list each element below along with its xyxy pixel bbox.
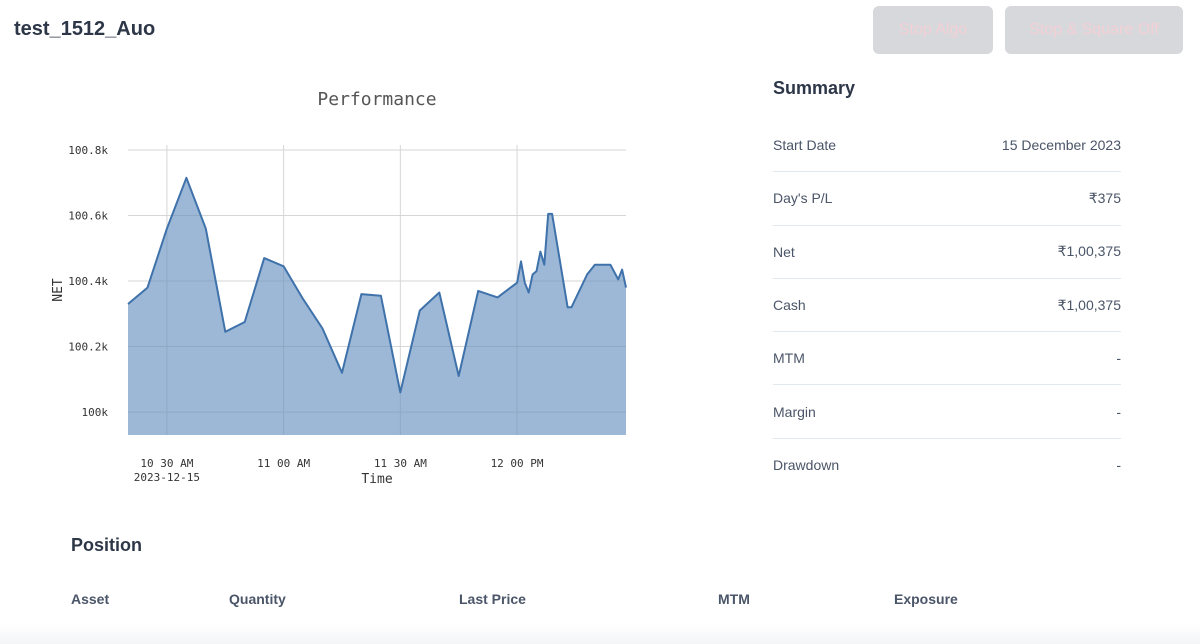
summary-label: Net <box>773 243 795 260</box>
y-axis-ticks: 100k 100.2k 100.4k 100.6k 100.8k <box>68 144 108 419</box>
summary-label: MTM <box>773 350 805 367</box>
y-tick-label: 100.6k <box>68 210 108 223</box>
summary-label: Cash <box>773 297 806 314</box>
summary-label: Drawdown <box>773 457 840 474</box>
x-tick-label: 12 00 PM <box>491 457 544 470</box>
y-axis-label: NET <box>51 278 66 302</box>
summary-label: Day's P/L <box>773 190 833 207</box>
x-axis-label: Time <box>361 472 392 487</box>
summary-value: ₹375 <box>1088 189 1121 206</box>
summary-value: ₹1,00,375 <box>1057 243 1121 260</box>
summary-row: MTM - <box>773 332 1121 386</box>
column-header-last-price[interactable]: Last Price <box>459 591 526 607</box>
summary-rows: Start Date 15 December 2023 Day's P/L ₹375 N… <box>773 119 1121 492</box>
chart-series <box>127 176 627 436</box>
chart-title: Performance <box>317 89 436 110</box>
summary-row: Day's P/L ₹375 <box>773 172 1121 226</box>
summary-title: Summary <box>773 78 856 98</box>
summary-row: Start Date 15 December 2023 <box>773 119 1121 173</box>
y-tick-label: 100.8k <box>68 144 108 157</box>
summary-value: - <box>1116 457 1121 474</box>
summary-row: Net ₹1,00,375 <box>773 226 1121 279</box>
x-tick-label: 11 00 AM <box>257 457 310 470</box>
column-header-mtm[interactable]: MTM <box>718 591 750 607</box>
x-tick-label: 10 30 AM <box>140 457 193 470</box>
position-title: Position <box>71 535 142 555</box>
summary-value: ₹1,00,375 <box>1057 296 1121 313</box>
bottom-fade <box>0 624 1200 644</box>
stop-square-off-button[interactable]: Stop & Square Off <box>1005 6 1183 54</box>
x-tick-label: 11 30 AM <box>374 457 427 470</box>
performance-chart[interactable]: Performance 10 30 AM 2023-12-15 11 00 AM 11… <box>40 80 650 500</box>
summary-label: Start Date <box>773 137 837 154</box>
summary-label: Margin <box>773 403 816 420</box>
summary-value: - <box>1116 403 1121 420</box>
y-tick-label: 100.4k <box>68 275 108 288</box>
column-header-asset[interactable]: Asset <box>71 591 110 607</box>
net-area <box>128 177 626 436</box>
summary-value: 15 December 2023 <box>1001 137 1121 154</box>
y-tick-label: 100k <box>82 406 109 419</box>
stop-algo-button[interactable]: Stop Algo <box>873 6 993 54</box>
column-header-quantity[interactable]: Quantity <box>229 591 286 607</box>
algo-title: test_1512_Auo <box>14 18 156 40</box>
column-header-exposure[interactable]: Exposure <box>894 591 958 607</box>
summary-panel: Summary Start Date 15 December 2023 Day's … <box>773 78 1121 492</box>
summary-row: Cash ₹1,00,375 <box>773 279 1121 333</box>
x-tick-sublabel: 2023-12-15 <box>134 471 200 484</box>
summary-row: Drawdown - <box>773 439 1121 492</box>
net-line <box>127 176 627 394</box>
summary-value: - <box>1116 350 1121 367</box>
y-tick-label: 100.2k <box>68 341 108 354</box>
summary-row: Margin - <box>773 385 1121 439</box>
